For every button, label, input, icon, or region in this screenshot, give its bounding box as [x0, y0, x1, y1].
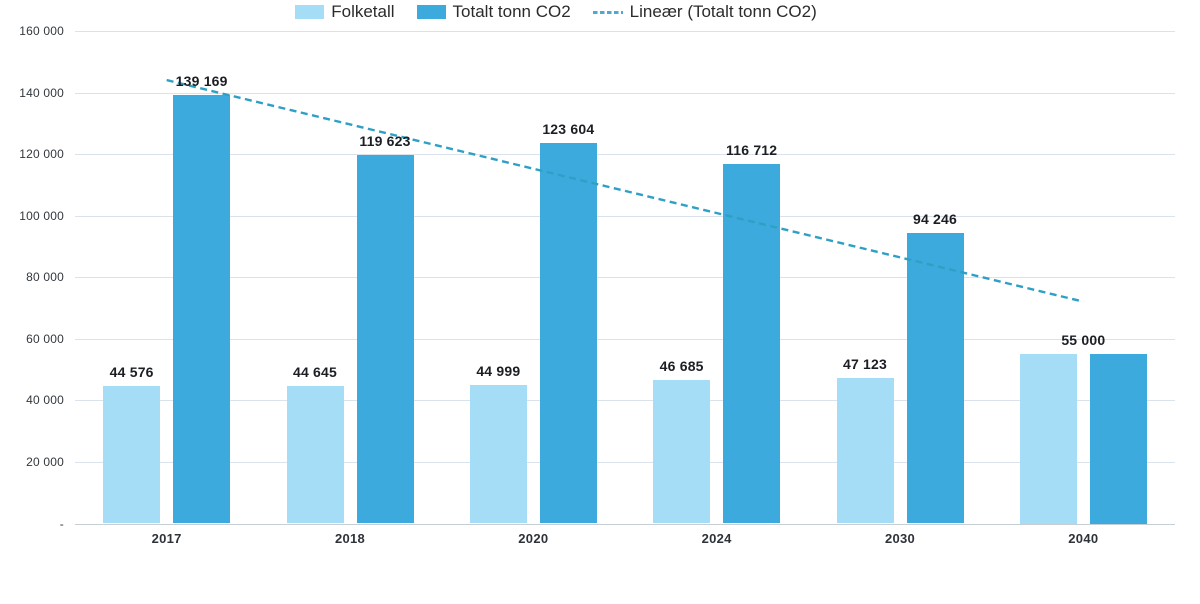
bar-folketall-2020: [469, 384, 527, 524]
bar-folketall-2018: [286, 386, 344, 524]
dashed-line-swatch-icon: [592, 10, 623, 14]
gridline: [75, 338, 1175, 340]
bar-totalt-tonn-co2-2018: [356, 155, 414, 524]
data-label-totalt-tonn-co2-2030: 94 246: [912, 211, 958, 228]
x-tick-label-2030: 2030: [884, 531, 916, 546]
bar-folketall-2017: [103, 386, 161, 524]
y-tick-label: 40 000: [26, 393, 64, 408]
gridline: [75, 215, 1175, 217]
data-label-folketall-2024: 46 685: [659, 357, 704, 374]
bar-totalt-tonn-co2-2030: [906, 233, 964, 524]
data-label-folketall-2017: 44 576: [109, 364, 154, 381]
totalt-tonn-co2-swatch-icon: [416, 5, 446, 19]
bar-folketall-2040: [1019, 354, 1077, 524]
y-tick-label: 140 000: [19, 85, 64, 100]
bar-totalt-tonn-co2-2017: [173, 95, 231, 524]
data-label-folketall-2030: 47 123: [842, 356, 888, 373]
gridline: [75, 92, 1175, 94]
x-axis-line: [75, 523, 1175, 525]
legend-label-folketall: Folketall: [331, 2, 395, 21]
gridline: [75, 277, 1175, 279]
y-tick-label: 160 000: [19, 24, 64, 38]
data-label-totalt-tonn-co2-2020: 123 604: [542, 121, 595, 138]
bar-totalt-tonn-co2-2020: [539, 143, 597, 524]
legend-item-folketall: Folketall: [295, 2, 395, 22]
gridline: [75, 400, 1175, 402]
data-label-shared-2040: 55 000: [1061, 332, 1106, 349]
legend-item-linear-trend: Lineær (Totalt tonn CO2): [592, 2, 817, 22]
data-label-totalt-tonn-co2-2018: 119 623: [359, 133, 411, 150]
gridline: [75, 461, 1175, 463]
y-tick-label: 20 000: [26, 454, 64, 469]
data-label-folketall-2018: 44 645: [292, 364, 338, 381]
bar-totalt-tonn-co2-2024: [723, 164, 781, 524]
data-label-totalt-tonn-co2-2024: 116 712: [726, 142, 778, 159]
bar-folketall-2030: [836, 378, 894, 524]
legend-label-linear-trend: Lineær (Totalt tonn CO2): [629, 2, 817, 21]
data-label-folketall-2020: 44 999: [476, 362, 521, 379]
legend-label-totalt-tonn-co2: Totalt tonn CO2: [452, 2, 571, 21]
chart-legend: Folketall Totalt tonn CO2 Lineær (Totalt…: [0, 0, 1200, 24]
x-tick-label-2024: 2024: [701, 531, 732, 546]
y-tick-label: -: [59, 516, 64, 531]
bar-totalt-tonn-co2-2040: [1089, 354, 1147, 524]
gridline: [75, 154, 1175, 156]
x-tick-label-2040: 2040: [1068, 531, 1099, 546]
x-tick-label-2017: 2017: [151, 531, 182, 546]
gridline: [75, 31, 1175, 32]
x-tick-label-2020: 2020: [518, 531, 549, 546]
y-tick-label: 80 000: [26, 270, 64, 285]
y-tick-label: 100 000: [19, 208, 64, 223]
data-label-totalt-tonn-co2-2017: 139 169: [175, 73, 228, 90]
bar-folketall-2024: [653, 379, 711, 524]
y-tick-label: 60 000: [26, 331, 64, 346]
folketall-swatch-icon: [295, 5, 325, 19]
legend-item-totalt-tonn-co2: Totalt tonn CO2: [416, 2, 571, 22]
x-tick-label-2018: 2018: [334, 531, 366, 546]
y-tick-label: 120 000: [19, 147, 64, 162]
